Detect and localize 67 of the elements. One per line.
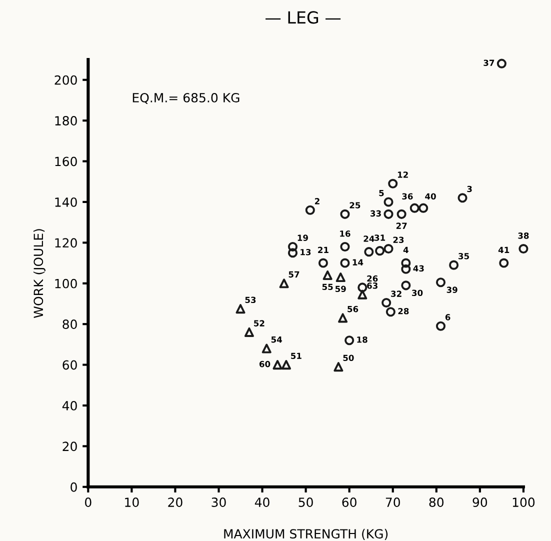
annotation: 53 bbox=[245, 296, 256, 304]
annotation: 33 bbox=[370, 210, 381, 217]
y-tick-label: 0 bbox=[70, 482, 77, 492]
x-tick-label: 70 bbox=[386, 498, 400, 507]
y-tick-label: 20 bbox=[62, 442, 77, 452]
chart-title: — LEG — bbox=[266, 11, 341, 24]
annotation: 19 bbox=[298, 234, 308, 241]
annotation: 55 bbox=[322, 284, 333, 290]
annotation: 39 bbox=[446, 286, 458, 293]
y-tick-label: 100 bbox=[55, 278, 77, 288]
annotation: 43 bbox=[413, 265, 424, 272]
annotation: 5 bbox=[379, 190, 384, 196]
annotation: 2 bbox=[314, 198, 320, 204]
y-tick-label: 140 bbox=[55, 197, 77, 207]
annotation: 16 bbox=[340, 230, 350, 237]
x-tick-label: 90 bbox=[472, 498, 488, 507]
x-tick-label: 80 bbox=[429, 498, 444, 507]
y-tick-label: 80 bbox=[62, 320, 77, 330]
annotation: 50 bbox=[343, 354, 354, 362]
annotation: 26 bbox=[367, 275, 378, 282]
annotation: 13 bbox=[300, 248, 311, 256]
y-tick-label: 160 bbox=[55, 156, 77, 166]
annotation: 40 bbox=[425, 193, 436, 200]
annotation: 21 bbox=[318, 246, 328, 253]
annotation: 36 bbox=[402, 193, 413, 200]
y-tick-label: 120 bbox=[55, 238, 77, 248]
x-tick-label: 100 bbox=[512, 498, 535, 507]
annotation: 57 bbox=[288, 271, 300, 278]
y-tick-label: 200 bbox=[54, 75, 77, 85]
annotation: 37 bbox=[484, 60, 494, 66]
annotation: 12 bbox=[398, 172, 408, 178]
x-axis-title: MAXIMUM STRENGTH (KG) bbox=[224, 528, 388, 540]
annotation: 59 bbox=[335, 286, 346, 292]
text: EQ.M.= 685.0 KG bbox=[132, 92, 240, 104]
annotation: 24 bbox=[364, 236, 374, 242]
annotation: 38 bbox=[518, 232, 529, 239]
annotation: 18 bbox=[357, 336, 368, 343]
annotation: 51 bbox=[291, 352, 302, 360]
x-tick-label: 30 bbox=[212, 498, 226, 507]
annotation: 30 bbox=[412, 290, 423, 296]
x-tick-label: 0 bbox=[85, 498, 92, 507]
annotation: 27 bbox=[396, 222, 407, 229]
y-tick-label: 180 bbox=[55, 116, 77, 126]
y-axis-title: WORK (JOULE) bbox=[33, 229, 46, 318]
annotation: 41 bbox=[498, 246, 510, 253]
annotation: 63 bbox=[367, 282, 378, 289]
annotation: 14 bbox=[352, 259, 364, 266]
x-tick-label: 60 bbox=[342, 498, 356, 507]
annotation: 35 bbox=[458, 252, 469, 260]
annotation: 31 bbox=[374, 234, 386, 241]
annotation: 52 bbox=[254, 320, 264, 326]
annotation: 25 bbox=[350, 202, 360, 208]
annotation: 28 bbox=[398, 308, 409, 314]
x-tick-label: 10 bbox=[125, 498, 139, 507]
annotation: 4 bbox=[403, 246, 408, 253]
annotation: 54 bbox=[271, 336, 282, 343]
annotation: 3 bbox=[467, 186, 472, 192]
x-tick-label: 50 bbox=[298, 498, 313, 507]
x-tick-label: 20 bbox=[168, 498, 182, 507]
annotation: 32 bbox=[391, 290, 402, 297]
x-tick-label: 40 bbox=[254, 498, 270, 507]
annotation: 56 bbox=[348, 306, 358, 312]
annotation: 6 bbox=[445, 314, 450, 320]
y-tick-label: 60 bbox=[62, 360, 77, 370]
annotation: 23 bbox=[393, 236, 404, 243]
annotation: 60 bbox=[259, 360, 270, 368]
y-tick-label: 40 bbox=[62, 400, 77, 410]
